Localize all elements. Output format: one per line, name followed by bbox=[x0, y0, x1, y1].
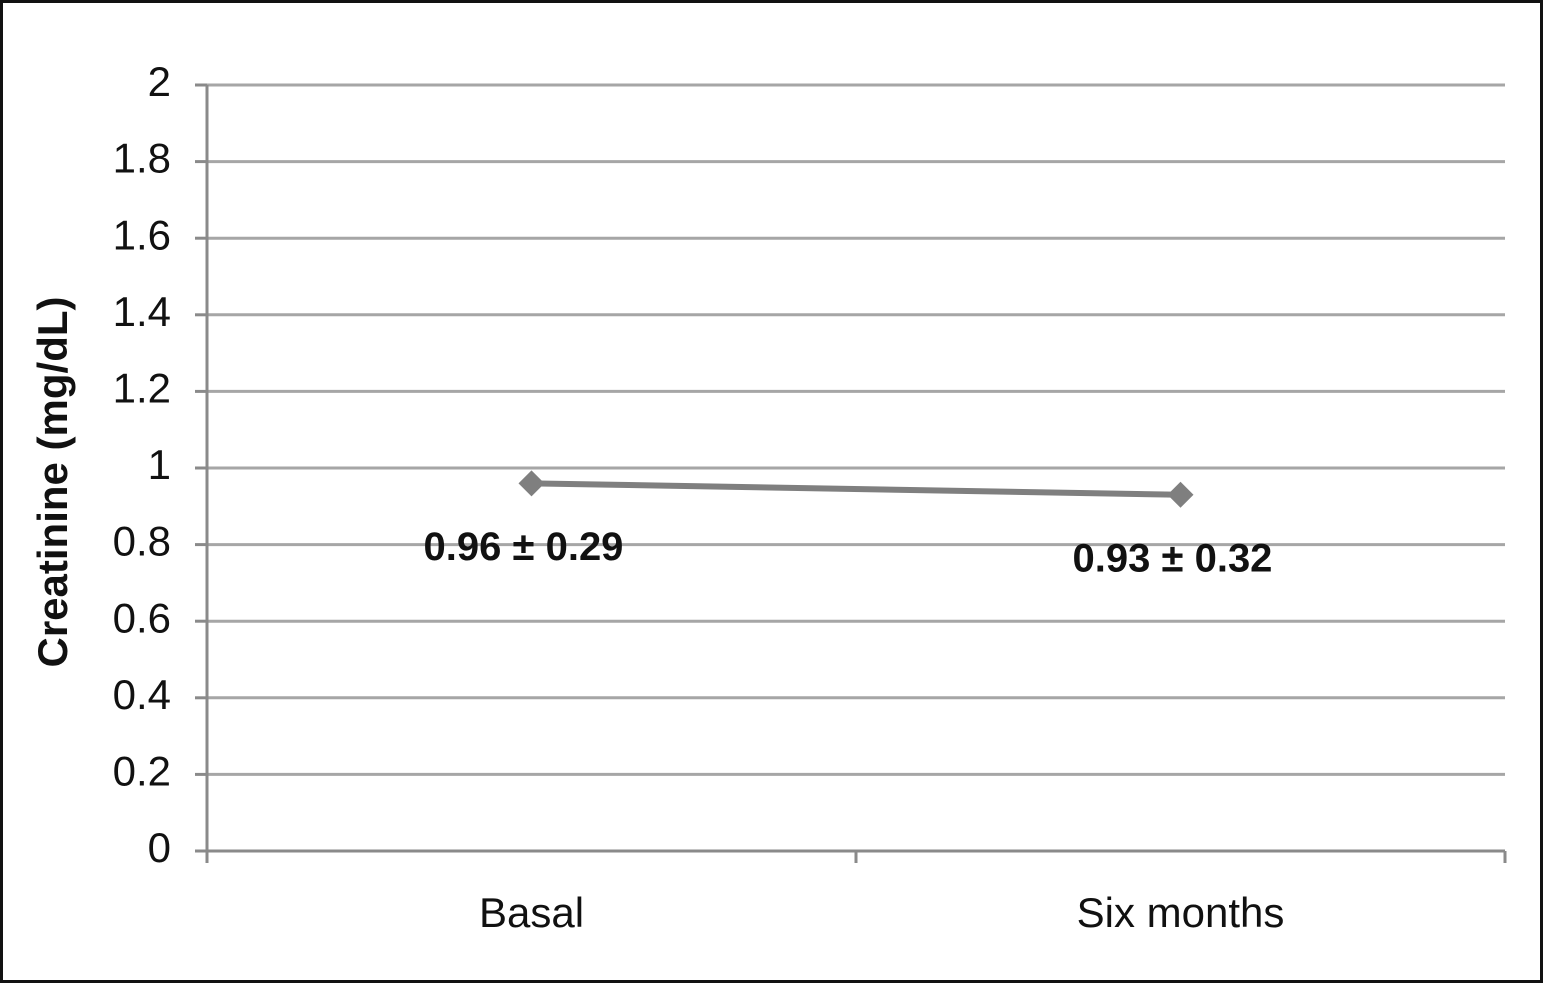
x-tick-label: Basal bbox=[479, 889, 584, 936]
series-line bbox=[531, 480, 1181, 498]
y-tick-label: 1.6 bbox=[113, 211, 171, 258]
y-tick-label: 1.4 bbox=[113, 288, 171, 335]
data-marker bbox=[1167, 481, 1194, 508]
y-tick-label: 0.2 bbox=[113, 747, 171, 794]
y-tick-label: 1.8 bbox=[113, 135, 171, 182]
y-tick-label: 0.4 bbox=[113, 671, 171, 718]
data-label: 0.96 ± 0.29 bbox=[424, 525, 624, 569]
y-axis-title: Creatinine (mg/dL) bbox=[29, 296, 76, 667]
data-label: 0.93 ± 0.32 bbox=[1073, 536, 1273, 580]
data-marker bbox=[518, 470, 545, 497]
x-tick-label: Six months bbox=[1077, 889, 1285, 936]
y-tick-label: 0.8 bbox=[113, 518, 171, 565]
y-tick-label: 1.2 bbox=[113, 364, 171, 411]
y-tick-label: 2 bbox=[148, 58, 171, 105]
y-tick-label: 0.6 bbox=[113, 594, 171, 641]
y-tick-label: 0 bbox=[148, 824, 171, 871]
y-tick-label: 1 bbox=[148, 441, 171, 488]
